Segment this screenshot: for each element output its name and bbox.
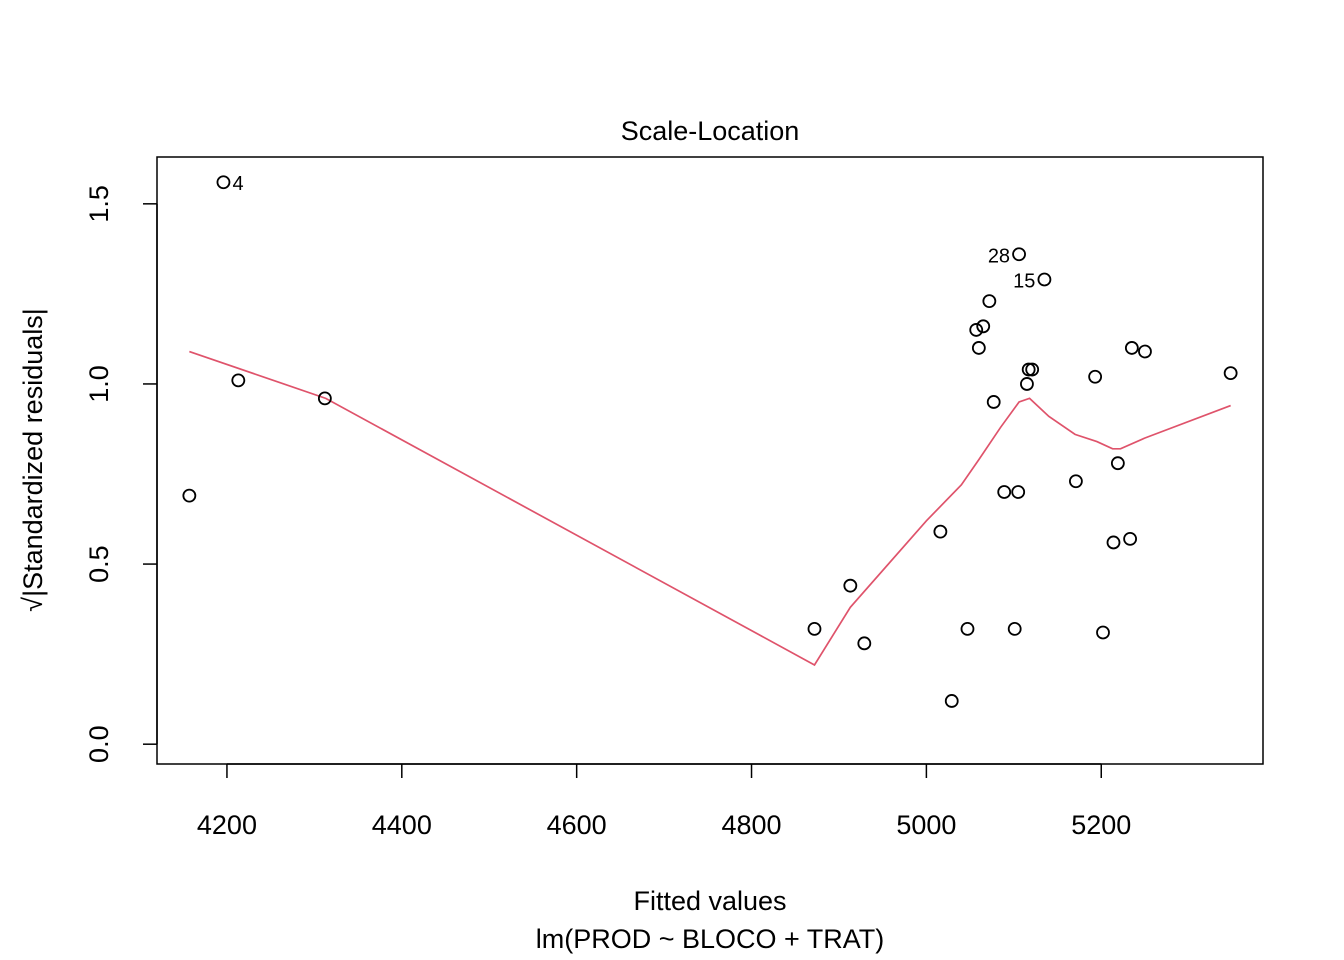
x-tick-label: 4400 [372, 810, 432, 840]
data-point [231, 373, 246, 388]
data-point [1124, 341, 1139, 355]
x-tick-label: 4600 [547, 810, 607, 840]
data-point [997, 485, 1012, 499]
data-point [1110, 456, 1125, 471]
data-point [1138, 344, 1152, 359]
data-point [317, 391, 332, 406]
plot-frame [156, 156, 1264, 765]
data-point [182, 488, 197, 503]
x-axis-label: Fitted values [633, 886, 786, 916]
y-tick-label: 1.5 [84, 185, 114, 223]
data-point [944, 694, 959, 708]
data-point [1223, 366, 1238, 381]
data-point [1068, 474, 1083, 489]
data-point [857, 636, 872, 651]
data-point [1007, 622, 1022, 636]
data-point [969, 323, 984, 337]
y-axis-label: √|Standardized residuals| [18, 308, 48, 612]
y-tick-label: 0.0 [84, 725, 114, 763]
data-point [1011, 485, 1026, 499]
x-tick-label: 5200 [1071, 810, 1131, 840]
data-point [1106, 535, 1121, 550]
data-point [1123, 531, 1138, 546]
point-label: 4 [232, 173, 243, 195]
data-point [1088, 369, 1103, 384]
data-point [843, 578, 858, 593]
y-tick-label: 1.0 [84, 365, 114, 403]
data-point [976, 319, 991, 334]
data-point [1021, 362, 1036, 377]
y-axis: 0.0 0.5 1.0 1.5 [84, 185, 158, 763]
data-point [960, 622, 975, 636]
data-point [933, 524, 948, 539]
x-tick-label: 5000 [896, 810, 956, 840]
chart-subtitle: lm(PROD ~ BLOCO + TRAT) [536, 924, 885, 954]
data-point [216, 175, 231, 190]
data-point [1025, 362, 1040, 377]
chart-title: Scale-Location [621, 116, 800, 146]
x-tick-label: 4200 [197, 810, 257, 840]
data-point [1020, 377, 1034, 391]
data-point [1037, 272, 1052, 287]
smoother-line [189, 350, 1231, 667]
data-point [986, 395, 1001, 409]
point-label: 15 [1013, 270, 1035, 292]
y-tick-label: 0.5 [84, 545, 114, 583]
data-point [1096, 625, 1110, 640]
data-point [971, 341, 986, 355]
point-label: 28 [988, 245, 1010, 267]
data-point [807, 622, 822, 636]
data-point [982, 294, 997, 308]
x-axis: 4200 4400 4600 4800 5000 5200 [197, 763, 1131, 840]
x-tick-label: 4800 [721, 810, 781, 840]
data-point [1012, 247, 1026, 262]
